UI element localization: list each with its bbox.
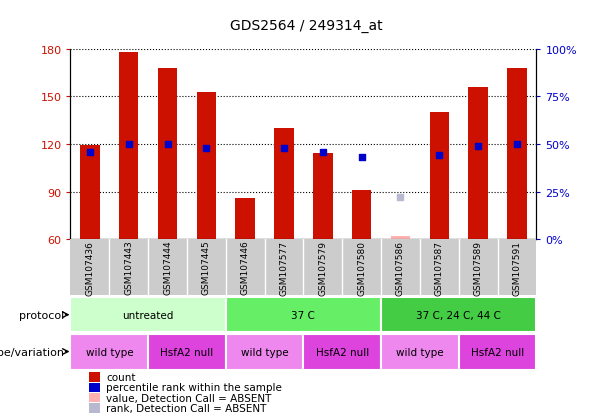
- Text: GSM107589: GSM107589: [474, 240, 482, 295]
- Bar: [352, 190, 371, 240]
- Bar: [381, 297, 536, 332]
- Point: [435, 153, 444, 159]
- Bar: [275, 129, 294, 240]
- Point: [162, 141, 172, 148]
- Text: rank, Detection Call = ABSENT: rank, Detection Call = ABSENT: [106, 403, 267, 413]
- Text: GSM107580: GSM107580: [357, 240, 366, 295]
- Bar: [303, 334, 381, 370]
- Bar: [226, 334, 303, 370]
- Text: GSM107577: GSM107577: [280, 240, 289, 295]
- Bar: [197, 93, 216, 240]
- Text: GDS2564 / 249314_at: GDS2564 / 249314_at: [230, 19, 383, 33]
- Bar: [148, 334, 226, 370]
- Bar: [158, 69, 177, 240]
- Text: untreated: untreated: [123, 310, 174, 320]
- Bar: [119, 53, 139, 240]
- Text: GSM107446: GSM107446: [241, 240, 249, 295]
- Point: [85, 149, 95, 155]
- Bar: [70, 334, 148, 370]
- Text: genotype/variation: genotype/variation: [0, 347, 64, 357]
- Text: GSM107445: GSM107445: [202, 240, 211, 295]
- Bar: [468, 88, 488, 240]
- Bar: [235, 198, 255, 240]
- Text: wild type: wild type: [85, 347, 133, 357]
- Bar: [313, 154, 333, 240]
- Bar: [70, 297, 226, 332]
- Text: protocol: protocol: [19, 310, 64, 320]
- Text: GSM107579: GSM107579: [318, 240, 327, 295]
- Text: 37 C, 24 C, 44 C: 37 C, 24 C, 44 C: [416, 310, 501, 320]
- Bar: [391, 236, 410, 240]
- Bar: [80, 146, 99, 240]
- Text: GSM107587: GSM107587: [435, 240, 444, 295]
- Text: count: count: [106, 372, 135, 382]
- Point: [318, 149, 328, 155]
- Bar: [507, 69, 527, 240]
- Bar: [430, 113, 449, 240]
- Point: [512, 141, 522, 148]
- Text: wild type: wild type: [396, 347, 444, 357]
- Text: percentile rank within the sample: percentile rank within the sample: [106, 382, 282, 392]
- Point: [473, 143, 483, 150]
- Point: [202, 145, 211, 152]
- Text: GSM107586: GSM107586: [396, 240, 405, 295]
- Text: HsfA2 null: HsfA2 null: [161, 347, 213, 357]
- Point: [279, 145, 289, 152]
- Text: 37 C: 37 C: [292, 310, 315, 320]
- Text: GSM107436: GSM107436: [85, 240, 94, 295]
- Text: GSM107591: GSM107591: [512, 240, 522, 295]
- Text: HsfA2 null: HsfA2 null: [316, 347, 369, 357]
- Text: HsfA2 null: HsfA2 null: [471, 347, 524, 357]
- Point: [124, 141, 134, 148]
- Point: [395, 195, 405, 201]
- Bar: [459, 334, 536, 370]
- Text: wild type: wild type: [241, 347, 289, 357]
- Bar: [381, 334, 459, 370]
- Point: [357, 154, 367, 161]
- Text: value, Detection Call = ABSENT: value, Detection Call = ABSENT: [106, 393, 272, 403]
- Text: GSM107443: GSM107443: [124, 240, 133, 295]
- Bar: [226, 297, 381, 332]
- Text: GSM107444: GSM107444: [163, 240, 172, 294]
